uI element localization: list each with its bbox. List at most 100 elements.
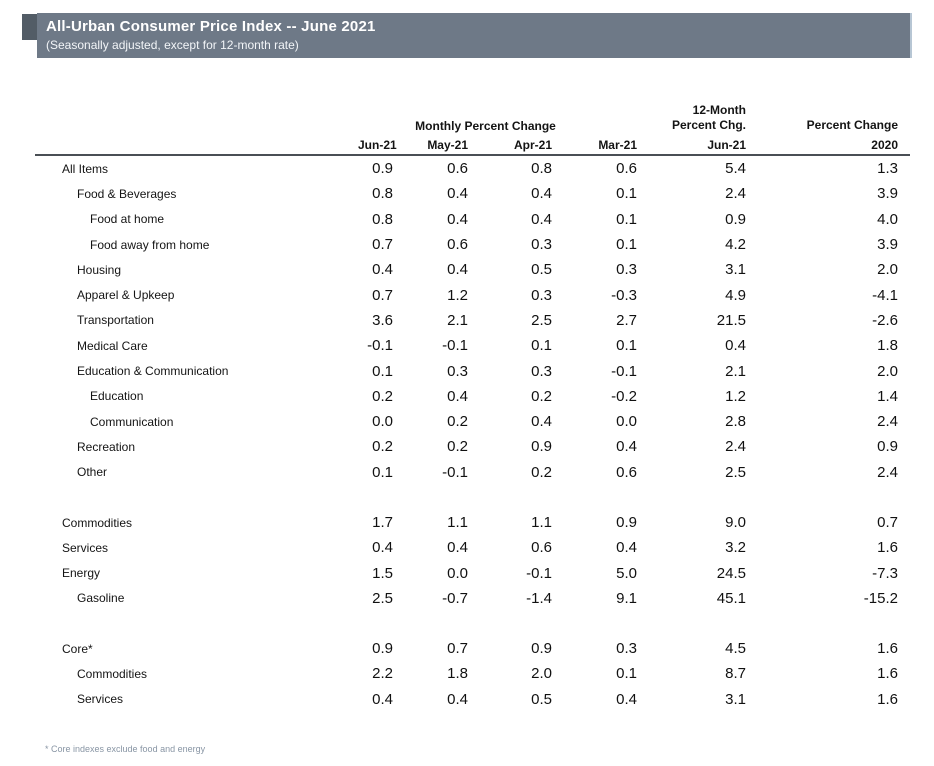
cell-value: 0.4 [616, 438, 637, 456]
cell-value: 0.0 [447, 564, 468, 582]
column-header-jun-21: Jun-21 [358, 138, 397, 152]
table-row: Food & Beverages 0.8 0.4 0.4 0.1 2.4 3.9 [35, 181, 910, 206]
cell-value: 0.8 [372, 210, 393, 228]
row-label: Education [90, 389, 144, 404]
cell-value: 21.5 [716, 311, 746, 329]
cell-value: 0.7 [372, 286, 393, 304]
cell-value: 5.0 [616, 564, 637, 582]
page-subtitle: (Seasonally adjusted, except for 12-mont… [46, 38, 299, 52]
table-row: Housing 0.4 0.4 0.5 0.3 3.1 2.0 [35, 257, 910, 282]
row-label: Services [62, 540, 109, 555]
cell-value: 2.4 [877, 413, 898, 431]
row-label: Core* [62, 641, 93, 656]
cell-value: 3.1 [725, 690, 746, 708]
table-row: Commodities 1.7 1.1 1.1 0.9 9.0 0.7 [35, 510, 910, 535]
table-row: Apparel & Upkeep 0.7 1.2 0.3 -0.3 4.9 -4.1 [35, 282, 910, 307]
cell-value: 0.4 [372, 690, 393, 708]
cell-value: 0.6 [616, 463, 637, 481]
cell-value: 0.9 [531, 438, 552, 456]
cell-value: 0.2 [447, 413, 468, 431]
table-row: Communication 0.0 0.2 0.4 0.0 2.8 2.4 [35, 409, 910, 434]
cell-value: -0.1 [442, 463, 468, 481]
cell-value: -0.2 [611, 387, 637, 405]
cell-value: 0.4 [616, 539, 637, 557]
cell-value: -7.3 [872, 564, 898, 582]
cell-value: 0.4 [447, 185, 468, 203]
cell-value: -0.1 [611, 362, 637, 380]
cell-value: 0.3 [531, 362, 552, 380]
cell-value: 0.5 [531, 690, 552, 708]
cell-value: 3.9 [877, 185, 898, 203]
row-label: Communication [90, 414, 174, 429]
cell-value: 3.9 [877, 236, 898, 254]
cell-value: 0.0 [616, 413, 637, 431]
cell-value: 1.5 [372, 564, 393, 582]
cell-value: 0.6 [447, 160, 468, 178]
cell-value: 0.9 [616, 514, 637, 531]
cell-value: 0.1 [616, 337, 637, 355]
cell-value: -1.4 [526, 589, 552, 607]
cell-value: 2.5 [725, 463, 746, 481]
row-label: Energy [62, 566, 101, 581]
cell-value: 0.2 [531, 463, 552, 481]
row-label: Housing [77, 262, 122, 277]
cell-value: 3.2 [725, 539, 746, 557]
cell-value: -0.1 [367, 337, 393, 355]
table-row: Other 0.1 -0.1 0.2 0.6 2.5 2.4 [35, 460, 910, 485]
cell-value: 0.7 [447, 640, 468, 658]
cell-value: 0.4 [372, 261, 393, 279]
group-header-12-month-line2: Percent Chg. [671, 118, 746, 132]
cell-value: 0.4 [447, 690, 468, 708]
cell-value: 1.6 [877, 690, 898, 708]
cell-value: 45.1 [716, 589, 746, 607]
cell-value: 0.1 [372, 362, 393, 380]
table-row: All Items 0.9 0.6 0.8 0.6 5.4 1.3 [35, 155, 910, 181]
cell-value: 0.4 [447, 210, 468, 228]
cell-value: 1.1 [531, 514, 552, 531]
row-label: Medical Care [77, 338, 148, 353]
row-label: Other [77, 465, 108, 480]
cell-value: 5.4 [725, 160, 746, 178]
cell-value: 1.8 [447, 665, 468, 683]
row-label: Food & Beverages [77, 186, 177, 201]
cell-value: 2.2 [372, 665, 393, 683]
cell-value: 2.4 [725, 185, 746, 203]
table-header: Monthly Percent Change 12-Month Percent … [35, 93, 910, 155]
cell-value: 0.9 [372, 160, 393, 178]
title-bar-left-tab [22, 14, 38, 40]
row-label: Commodities [62, 515, 133, 530]
row-label: Gasoline [77, 591, 125, 606]
cell-value: 1.6 [877, 640, 898, 658]
cell-value: -4.1 [872, 286, 898, 304]
row-label: All Items [62, 161, 109, 176]
table-row: Food away from home 0.7 0.6 0.3 0.1 4.2 3.9 [35, 232, 910, 257]
cell-value: 0.3 [531, 236, 552, 254]
cell-value: 0.7 [372, 236, 393, 254]
cell-value: 0.4 [372, 539, 393, 557]
cell-value: 9.0 [725, 514, 746, 531]
table-row: Commodities 2.2 1.8 2.0 0.1 8.7 1.6 [35, 661, 910, 686]
cell-value: 2.0 [531, 665, 552, 683]
cell-value: 3.1 [725, 261, 746, 279]
cell-value: 0.4 [531, 413, 552, 431]
cell-value: 0.8 [531, 160, 552, 178]
header-empty-cell [35, 93, 358, 133]
group-header-12-month: 12-Month Percent Chg. [637, 93, 746, 133]
cell-value: 0.3 [447, 362, 468, 380]
cell-value: 8.7 [725, 665, 746, 683]
cell-value: 1.6 [877, 665, 898, 683]
table-body: All Items 0.9 0.6 0.8 0.6 5.4 1.3 Food & Bevera… [35, 155, 910, 712]
table-row: Energy 1.5 0.0 -0.1 5.0 24.5 -7.3 [35, 560, 910, 585]
cell-value: 9.1 [616, 589, 637, 607]
spacer-cell [35, 485, 910, 510]
cell-value: 4.2 [725, 236, 746, 254]
cell-value: -0.1 [442, 337, 468, 355]
cell-value: 0.4 [531, 210, 552, 228]
column-header-apr-21: Apr-21 [513, 138, 552, 152]
cell-value: 0.8 [372, 185, 393, 203]
table-row: Education 0.2 0.4 0.2 -0.2 1.2 1.4 [35, 384, 910, 409]
table-row: Medical Care -0.1 -0.1 0.1 0.1 0.4 1.8 [35, 333, 910, 358]
table-row: Recreation 0.2 0.2 0.9 0.4 2.4 0.9 [35, 434, 910, 459]
group-header-monthly-percent-change: Monthly Percent Change [415, 119, 556, 133]
